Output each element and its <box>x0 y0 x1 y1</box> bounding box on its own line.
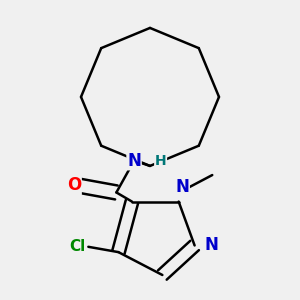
Text: O: O <box>67 176 81 194</box>
Text: H: H <box>155 154 167 168</box>
Text: N: N <box>127 152 141 169</box>
Text: N: N <box>175 178 189 196</box>
Text: N: N <box>205 236 218 254</box>
Text: Cl: Cl <box>70 239 86 254</box>
